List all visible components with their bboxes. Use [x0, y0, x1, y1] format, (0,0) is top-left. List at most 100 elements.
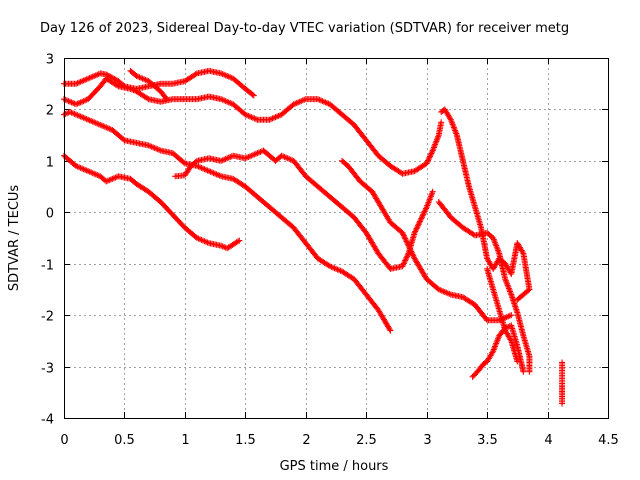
data-point — [413, 225, 420, 232]
data-point — [406, 244, 413, 251]
data-point — [559, 400, 566, 407]
data-point — [418, 215, 425, 222]
series-track-12 — [559, 359, 566, 407]
series-track-6 — [172, 147, 436, 272]
data-point — [401, 259, 408, 265]
data-point — [419, 212, 426, 219]
data-point — [402, 237, 409, 243]
series-track-10 — [469, 322, 527, 380]
data-point — [192, 158, 199, 165]
data-point — [162, 94, 169, 101]
data-point — [412, 228, 419, 235]
data-point — [410, 252, 417, 259]
data-point — [400, 231, 407, 238]
data-point — [429, 188, 436, 195]
data-point — [418, 214, 425, 221]
data-point — [399, 263, 406, 270]
tick-layer: 0 0.5 1 1.5 2 2.5 3 3.5 4 4.5 -4 -3 -2 -1 0 1 2 3 — [41, 53, 619, 449]
data-point — [386, 326, 393, 333]
data-point — [520, 368, 527, 375]
data-point — [401, 234, 408, 241]
data-point — [414, 222, 421, 229]
data-point — [421, 208, 428, 215]
plot-frame — [64, 58, 609, 419]
data-point — [236, 237, 243, 244]
series-track-9 — [435, 199, 533, 375]
data-point — [404, 253, 411, 260]
x-tick-label: 4 — [544, 433, 552, 448]
data-point — [403, 254, 410, 261]
x-tick-label: 3 — [423, 433, 431, 448]
data-point — [417, 217, 424, 223]
y-axis-label: SDTVAR / TECUs — [7, 185, 22, 292]
data-point — [403, 238, 410, 245]
data-point — [250, 92, 257, 99]
series-track-3 — [61, 109, 394, 334]
data-point — [114, 82, 121, 89]
data-point — [427, 151, 434, 158]
data-point — [402, 257, 409, 264]
x-axis-label: GPS time / hours — [280, 459, 389, 474]
data-point — [400, 232, 407, 239]
x-tick-label: 0.5 — [114, 433, 135, 448]
data-point — [526, 368, 533, 375]
data-point — [192, 71, 199, 78]
data-point — [400, 260, 407, 267]
series-track-8 — [438, 106, 533, 303]
data-point — [514, 296, 521, 303]
data-point — [422, 205, 429, 212]
data-point — [407, 247, 414, 253]
data-point — [422, 207, 429, 213]
data-point — [234, 238, 241, 245]
data-point — [404, 239, 411, 246]
data-point — [425, 156, 432, 163]
data-point — [424, 159, 431, 165]
data-point — [411, 229, 418, 236]
y-tick-label: -3 — [41, 362, 54, 377]
x-tick-label: 3.5 — [477, 433, 498, 448]
data-point — [405, 242, 412, 249]
data-point — [404, 241, 411, 248]
data-point — [515, 295, 522, 302]
y-tick-label: 3 — [46, 53, 54, 68]
data-layer — [61, 67, 566, 407]
series-track-5 — [127, 67, 170, 103]
data-point — [508, 312, 515, 319]
data-point — [409, 251, 416, 258]
data-point — [399, 229, 406, 236]
x-tick-label: 2 — [302, 433, 310, 448]
series-track-7 — [339, 157, 515, 324]
y-tick-label: 2 — [46, 104, 54, 119]
data-point — [438, 119, 445, 126]
y-tick-label: -4 — [41, 413, 54, 428]
data-point — [425, 157, 432, 164]
data-point — [416, 218, 423, 225]
data-point — [402, 256, 409, 263]
data-point — [120, 136, 127, 143]
y-tick-label: -2 — [41, 310, 54, 325]
data-point — [514, 358, 521, 365]
data-point — [408, 248, 415, 255]
series-track-11 — [484, 265, 521, 365]
y-tick-label: -1 — [41, 259, 54, 274]
chart-title: Day 126 of 2023, Sidereal Day-to-day VTE… — [40, 21, 569, 36]
data-point — [402, 235, 409, 242]
data-point — [163, 96, 170, 103]
x-tick-label: 0 — [60, 433, 68, 448]
data-point — [180, 159, 187, 166]
data-point — [427, 153, 434, 160]
x-tick-label: 1.5 — [235, 433, 256, 448]
series-track-4 — [61, 152, 243, 252]
data-point — [406, 245, 413, 252]
data-point — [414, 224, 421, 231]
data-point — [420, 211, 427, 218]
data-point — [415, 221, 422, 228]
data-point — [420, 209, 427, 216]
x-tick-label: 2.5 — [356, 433, 377, 448]
data-point — [408, 249, 415, 256]
data-point — [428, 150, 435, 157]
y-tick-label: 1 — [46, 156, 54, 171]
series-track-2 — [61, 75, 445, 177]
